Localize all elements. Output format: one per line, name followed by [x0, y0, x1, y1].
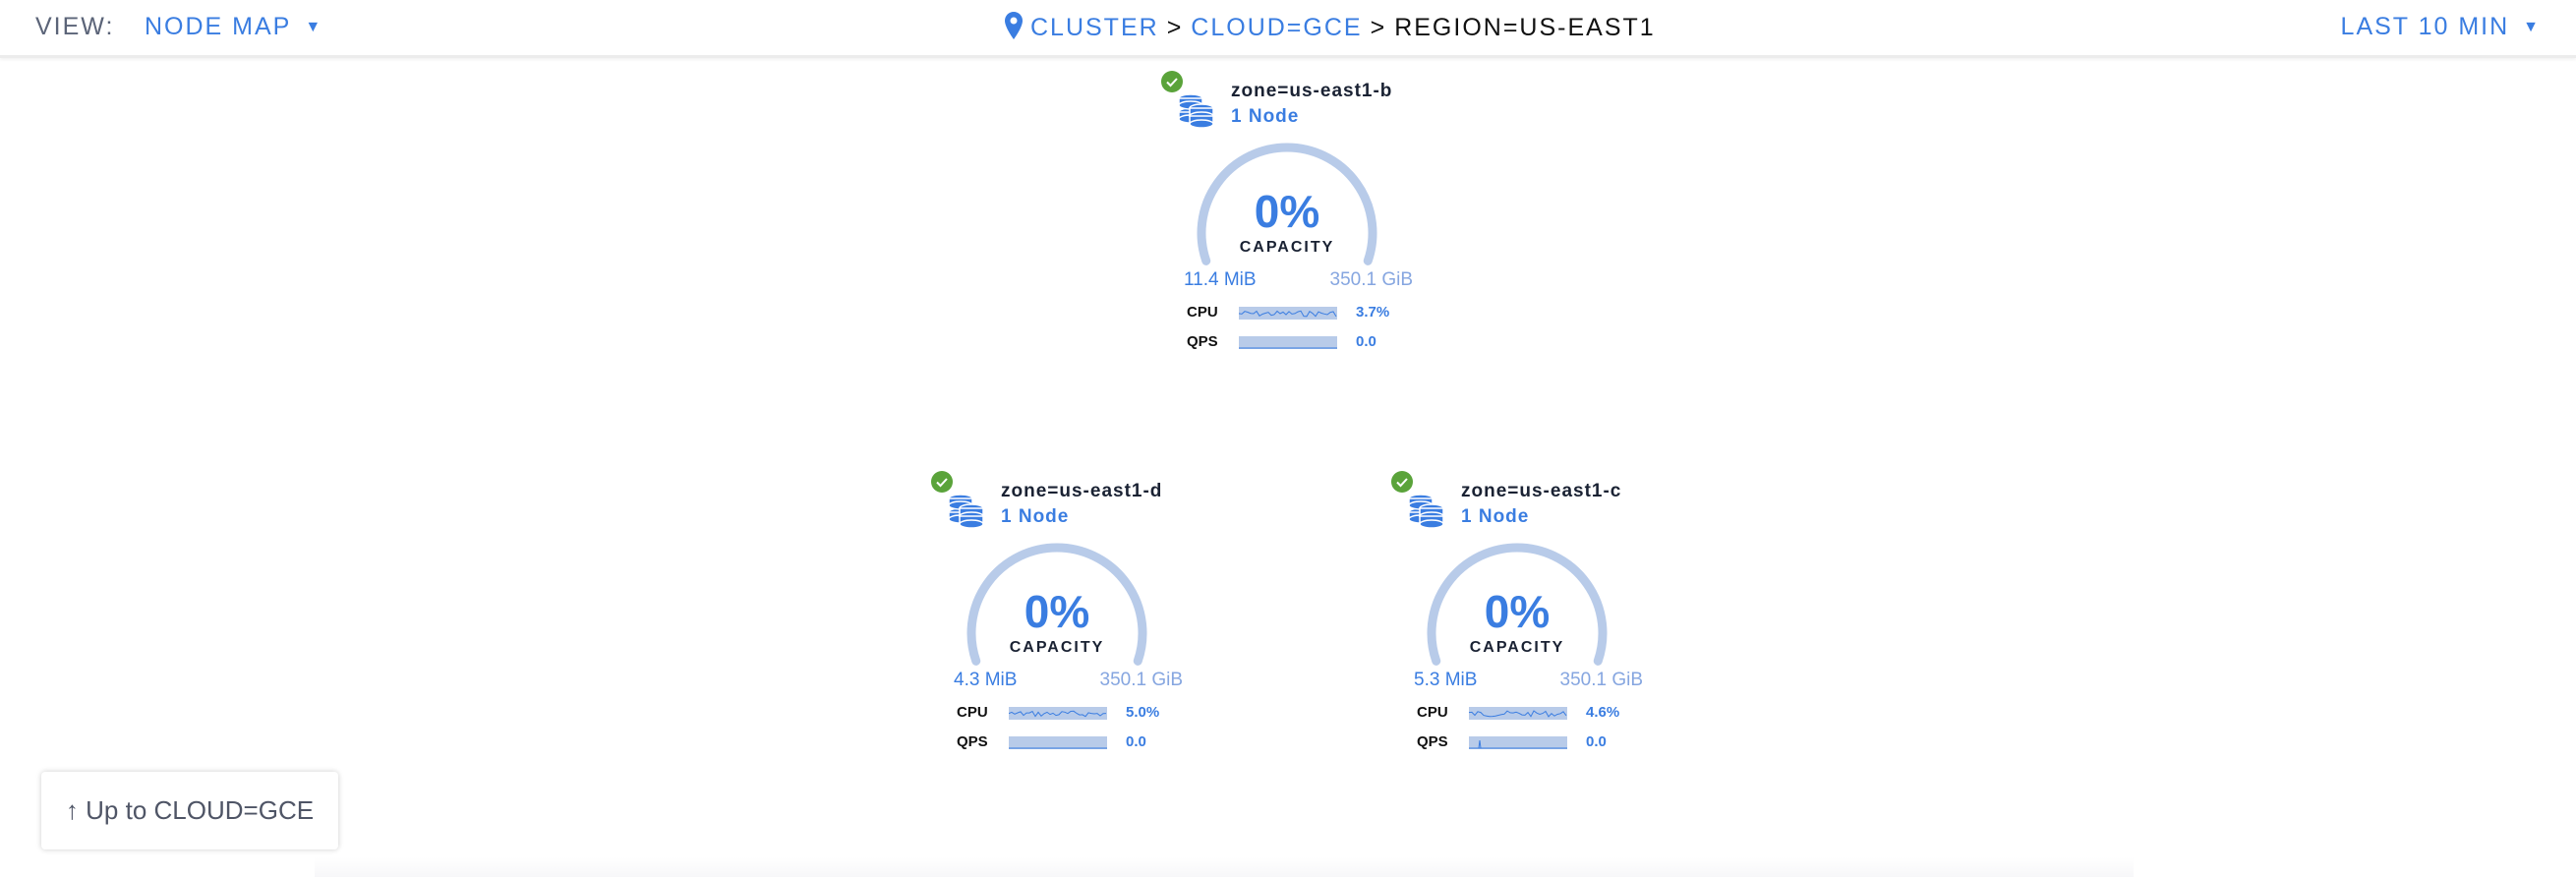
- node-count-link[interactable]: 1 Node: [1461, 506, 1530, 527]
- qps-label: QPS: [957, 733, 988, 750]
- capacity-percent: 0%: [1254, 186, 1320, 237]
- view-value: NODE MAP: [145, 13, 292, 40]
- breadcrumb-cluster[interactable]: CLUSTER: [1030, 14, 1159, 41]
- total-capacity: 350.1 GiB: [1099, 670, 1184, 690]
- cpu-value: 4.6%: [1586, 704, 1620, 721]
- qps-value: 0.0: [1126, 733, 1146, 750]
- breadcrumb: CLUSTER > CLOUD=GCE > REGION=US-EAST1: [1005, 12, 1656, 42]
- caret-down-icon: ▼: [2523, 19, 2541, 35]
- database-icon: [948, 494, 984, 529]
- cpu-sparkline: [1469, 707, 1567, 720]
- zone-card[interactable]: zone=us-east1-b 1 Node 0% CAPACITY 11.4 …: [1090, 59, 1484, 374]
- up-button-label: Up to CLOUD=GCE: [86, 795, 315, 825]
- zone-card[interactable]: zone=us-east1-c 1 Node 0% CAPACITY 5.3 M…: [1320, 459, 1714, 774]
- qps-sparkline: [1239, 336, 1337, 349]
- cpu-label: CPU: [1417, 704, 1448, 721]
- used-capacity: 11.4 MiB: [1184, 269, 1257, 290]
- used-capacity: 4.3 MiB: [954, 670, 1018, 690]
- healthy-check-icon: [1391, 471, 1413, 493]
- node-count-link[interactable]: 1 Node: [1001, 506, 1070, 527]
- zone-name: zone=us-east1-d: [1001, 481, 1163, 501]
- time-range-dropdown[interactable]: LAST 10 MIN ▼: [2341, 12, 2541, 42]
- qps-label: QPS: [1417, 733, 1448, 750]
- cpu-label: CPU: [1187, 304, 1218, 321]
- capacity-gauge: [966, 543, 1147, 666]
- qps-value: 0.0: [1586, 733, 1607, 750]
- capacity-label: CAPACITY: [1009, 639, 1105, 656]
- capacity-label: CAPACITY: [1469, 639, 1565, 656]
- node-count-link[interactable]: 1 Node: [1231, 106, 1300, 127]
- map-pin-icon: [1005, 12, 1023, 39]
- breadcrumb-separator: >: [1370, 14, 1387, 41]
- healthy-check-icon: [931, 471, 953, 493]
- cpu-value: 3.7%: [1356, 304, 1390, 321]
- database-icon: [1178, 93, 1214, 129]
- breadcrumb-current: REGION=US-EAST1: [1394, 14, 1656, 41]
- view-label: VIEW:: [35, 13, 115, 40]
- bottom-fade: [315, 857, 2134, 877]
- total-capacity: 350.1 GiB: [1329, 269, 1414, 290]
- arrow-up-icon: ↑: [65, 795, 79, 825]
- zone-card[interactable]: zone=us-east1-d 1 Node 0% CAPACITY 4.3 M…: [860, 459, 1254, 774]
- breadcrumb-separator: >: [1166, 14, 1184, 41]
- cpu-sparkline: [1009, 707, 1107, 720]
- qps-value: 0.0: [1356, 333, 1376, 350]
- database-icon: [1408, 494, 1444, 529]
- used-capacity: 5.3 MiB: [1414, 670, 1478, 690]
- time-range-value: LAST 10 MIN: [2340, 13, 2510, 40]
- zone-name: zone=us-east1-b: [1231, 81, 1393, 101]
- up-to-cloud-button[interactable]: ↑ Up to CLOUD=GCE: [41, 772, 338, 849]
- total-capacity: 350.1 GiB: [1559, 670, 1644, 690]
- capacity-gauge: [1197, 143, 1377, 265]
- cpu-label: CPU: [957, 704, 988, 721]
- zone-name: zone=us-east1-c: [1461, 481, 1622, 501]
- breadcrumb-cloud[interactable]: CLOUD=GCE: [1191, 14, 1363, 41]
- capacity-percent: 0%: [1484, 586, 1551, 637]
- top-bar: VIEW: NODE MAP ▼ CLUSTER > CLOUD=GCE > REGION…: [0, 0, 2576, 58]
- capacity-gauge: [1427, 543, 1608, 666]
- capacity-label: CAPACITY: [1239, 239, 1335, 256]
- cpu-sparkline: [1239, 307, 1337, 320]
- cpu-value: 5.0%: [1126, 704, 1160, 721]
- qps-sparkline: [1469, 736, 1567, 749]
- capacity-percent: 0%: [1024, 586, 1090, 637]
- qps-sparkline: [1009, 736, 1107, 749]
- qps-label: QPS: [1187, 333, 1218, 350]
- caret-down-icon: ▼: [305, 19, 323, 35]
- view-dropdown[interactable]: NODE MAP ▼: [145, 12, 322, 42]
- healthy-check-icon: [1161, 71, 1183, 92]
